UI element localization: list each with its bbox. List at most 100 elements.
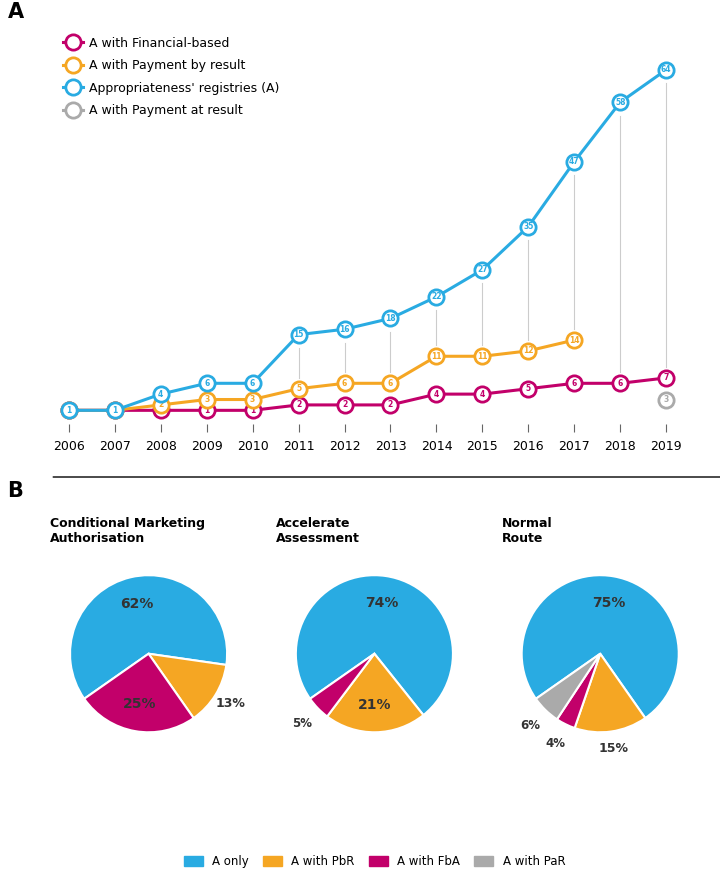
Wedge shape [70,575,227,698]
Wedge shape [148,653,226,718]
Text: 5: 5 [526,384,531,393]
Wedge shape [84,653,194,732]
A with Payment by result [248,394,257,404]
Text: 5: 5 [296,384,301,393]
Text: 1: 1 [112,406,117,415]
A with Financial-based [341,400,349,411]
Text: 2: 2 [388,400,393,410]
Text: 35: 35 [523,222,534,231]
Text: 58: 58 [615,98,626,107]
Text: 6: 6 [342,379,347,388]
A with Financial-based [570,378,579,389]
Text: 4%: 4% [546,737,566,751]
Text: 5%: 5% [292,717,312,730]
A with Payment by result [65,405,73,416]
Appropriateness' registries (A) [202,378,211,389]
A with Payment by result [202,394,211,404]
A with Financial-based [294,400,303,411]
Text: 4: 4 [480,389,485,398]
Text: 12: 12 [523,346,534,355]
A with Payment by result [386,378,395,389]
Wedge shape [575,653,645,732]
Line: Appropriateness' registries (A): Appropriateness' registries (A) [61,62,674,418]
Appropriateness' registries (A) [341,324,349,335]
Appropriateness' registries (A) [662,64,670,75]
Text: B: B [7,481,23,501]
Appropriateness' registries (A) [524,222,533,232]
Text: 6: 6 [204,379,210,388]
A with Financial-based [156,405,165,416]
Text: Accelerate
Assessment: Accelerate Assessment [276,517,360,545]
Text: 3: 3 [250,395,255,404]
Text: 22: 22 [431,292,441,301]
Text: 13%: 13% [215,698,245,711]
A with Financial-based [478,389,487,399]
Appropriateness' registries (A) [616,97,624,108]
Text: 1: 1 [158,406,163,415]
Line: A with Payment by result: A with Payment by result [61,332,582,418]
Text: 15: 15 [293,330,304,339]
Text: Normal
Route: Normal Route [502,517,553,545]
Text: 4: 4 [158,389,163,398]
Text: 27: 27 [477,265,487,275]
A with Payment by result [156,400,165,411]
Text: 11: 11 [431,351,441,361]
Text: 7: 7 [664,374,669,382]
Text: 14: 14 [569,336,580,344]
Text: 1: 1 [66,406,71,415]
Appropriateness' registries (A) [478,265,487,275]
Text: 2: 2 [296,400,301,410]
A with Payment by result [524,345,533,356]
Line: A with Financial-based: A with Financial-based [61,370,674,418]
Appropriateness' registries (A) [570,156,579,167]
A with Payment by result [294,383,303,394]
Appropriateness' registries (A) [294,329,303,340]
A with Financial-based [202,405,211,416]
Text: 2: 2 [158,400,163,410]
Wedge shape [522,575,679,718]
Text: 3: 3 [664,395,669,404]
Appropriateness' registries (A) [248,378,257,389]
A with Financial-based [65,405,73,416]
Text: 18: 18 [385,314,396,323]
A with Financial-based [432,389,441,399]
A with Financial-based [524,383,533,394]
Legend: A only, A with PbR, A with FbA, A with PaR: A only, A with PbR, A with FbA, A with P… [179,850,570,872]
Text: 16: 16 [339,325,350,334]
Text: 1: 1 [66,406,71,415]
Text: 21%: 21% [359,698,392,712]
Text: 1: 1 [112,406,117,415]
A with Payment by result [570,335,579,345]
A with Payment by result [432,351,441,361]
Text: 1: 1 [66,406,71,415]
Text: 6: 6 [388,379,393,388]
Appropriateness' registries (A) [156,389,165,399]
Wedge shape [296,575,453,715]
A with Payment by result [478,351,487,361]
Appropriateness' registries (A) [65,405,73,416]
A with Payment by result [341,378,349,389]
Appropriateness' registries (A) [432,291,441,302]
Text: A: A [9,2,24,22]
Text: 74%: 74% [365,596,398,610]
Wedge shape [310,653,374,716]
A with Financial-based [248,405,257,416]
Text: 2: 2 [342,400,347,410]
Text: 1: 1 [112,406,117,415]
A with Financial-based [662,373,670,383]
Text: 75%: 75% [593,596,626,610]
Text: 64: 64 [661,65,672,74]
Text: 3: 3 [204,395,210,404]
Text: 6: 6 [572,379,577,388]
Text: 6: 6 [618,379,623,388]
Text: 62%: 62% [120,597,153,611]
Text: 1: 1 [250,406,255,415]
Text: 6%: 6% [520,720,540,732]
A with Payment by result [110,405,119,416]
Legend: A with Financial-based, A with Payment by result, Appropriateness' registries (A: A with Financial-based, A with Payment b… [63,37,280,117]
Text: 4: 4 [434,389,439,398]
A with Financial-based [616,378,624,389]
Text: Conditional Marketing
Authorisation: Conditional Marketing Authorisation [50,517,205,545]
A with Financial-based [110,405,119,416]
Text: 11: 11 [477,351,487,361]
